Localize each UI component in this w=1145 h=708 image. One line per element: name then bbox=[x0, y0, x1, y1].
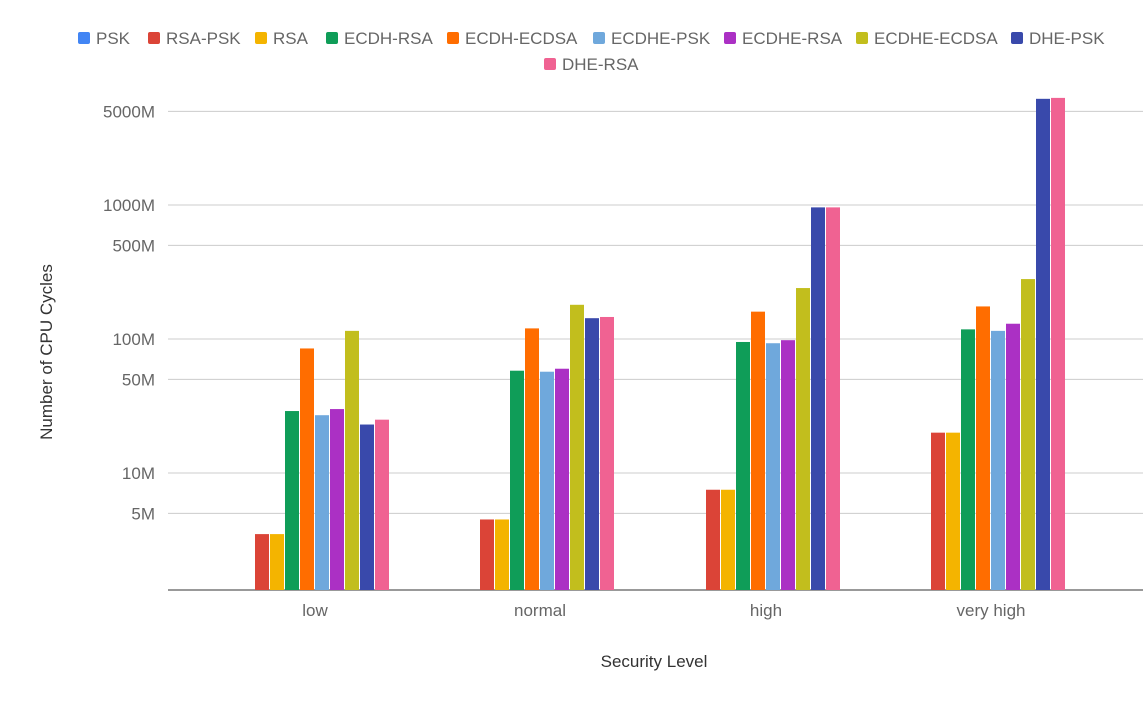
bar-dhe-psk-very-high bbox=[1036, 98, 1050, 590]
legend-label: PSK bbox=[96, 29, 131, 48]
y-tick-label: 50M bbox=[122, 370, 155, 389]
bar-dhe-rsa-low bbox=[375, 419, 389, 590]
bar-ecdh-ecdsa-normal bbox=[525, 328, 539, 590]
legend-swatch bbox=[1011, 32, 1023, 44]
bar-ecdhe-rsa-normal bbox=[555, 368, 569, 590]
bar-ecdhe-ecdsa-very-high bbox=[1021, 279, 1035, 590]
bar-ecdhe-rsa-very-high bbox=[1006, 323, 1020, 590]
y-tick-label: 500M bbox=[112, 236, 155, 255]
y-axis-title: Number of CPU Cycles bbox=[37, 264, 56, 440]
legend-swatch bbox=[78, 32, 90, 44]
legend-label: ECDHE-RSA bbox=[742, 29, 843, 48]
bar-ecdh-ecdsa-high bbox=[751, 311, 765, 590]
legend-swatch bbox=[447, 32, 459, 44]
legend-item-psk: PSK bbox=[78, 29, 131, 48]
legend-item-ecdhe-psk: ECDHE-PSK bbox=[593, 29, 711, 48]
bar-ecdhe-psk-very-high bbox=[991, 330, 1005, 590]
bar-ecdh-rsa-normal bbox=[510, 370, 524, 590]
bar-ecdh-rsa-low bbox=[285, 411, 299, 590]
x-tick-label: low bbox=[302, 601, 328, 620]
bar-ecdhe-ecdsa-normal bbox=[570, 304, 584, 590]
bar-rsa-psk-normal bbox=[480, 519, 494, 590]
y-tick-label: 5000M bbox=[103, 102, 155, 121]
bar-rsa-high bbox=[721, 489, 735, 590]
bar-rsa-psk-high bbox=[706, 489, 720, 590]
bar-ecdhe-rsa-low bbox=[330, 409, 344, 590]
legend-label: DHE-PSK bbox=[1029, 29, 1105, 48]
bar-ecdh-ecdsa-low bbox=[300, 348, 314, 590]
bar-rsa-very-high bbox=[946, 432, 960, 590]
bar-ecdhe-rsa-high bbox=[781, 340, 795, 590]
bar-rsa-low bbox=[270, 534, 284, 590]
legend-item-ecdh-rsa: ECDH-RSA bbox=[326, 29, 433, 48]
legend-swatch bbox=[544, 58, 556, 70]
bar-dhe-rsa-very-high bbox=[1051, 97, 1065, 590]
legend-swatch bbox=[326, 32, 338, 44]
legend-item-dhe-rsa: DHE-RSA bbox=[544, 55, 639, 74]
x-tick-label: very high bbox=[957, 601, 1026, 620]
bar-dhe-psk-normal bbox=[585, 318, 599, 590]
legend-swatch bbox=[724, 32, 736, 44]
y-tick-label: 1000M bbox=[103, 196, 155, 215]
legend-item-ecdh-ecdsa: ECDH-ECDSA bbox=[447, 29, 578, 48]
bar-dhe-psk-low bbox=[360, 424, 374, 590]
bar-rsa-normal bbox=[495, 519, 509, 590]
bar-dhe-psk-high bbox=[811, 207, 825, 590]
y-tick-label: 5M bbox=[131, 504, 155, 523]
legend-label: ECDHE-PSK bbox=[611, 29, 711, 48]
bar-ecdhe-ecdsa-low bbox=[345, 330, 359, 590]
legend-item-ecdhe-rsa: ECDHE-RSA bbox=[724, 29, 843, 48]
legend-label: RSA bbox=[273, 29, 309, 48]
x-axis-title: Security Level bbox=[601, 652, 708, 671]
legend-swatch bbox=[856, 32, 868, 44]
bar-ecdh-ecdsa-very-high bbox=[976, 306, 990, 590]
bar-ecdhe-ecdsa-high bbox=[796, 288, 810, 590]
legend-label: ECDHE-ECDSA bbox=[874, 29, 998, 48]
bar-dhe-rsa-high bbox=[826, 207, 840, 590]
y-tick-label: 10M bbox=[122, 464, 155, 483]
legend-item-ecdhe-ecdsa: ECDHE-ECDSA bbox=[856, 29, 998, 48]
bar-dhe-rsa-normal bbox=[600, 316, 614, 590]
legend-item-rsa-psk: RSA-PSK bbox=[148, 29, 241, 48]
legend-swatch bbox=[593, 32, 605, 44]
y-axis-ticks: 5M 10M 50M 100M 500M 1000M 5000M bbox=[103, 102, 155, 523]
legend-label: ECDH-ECDSA bbox=[465, 29, 578, 48]
bars bbox=[255, 97, 1065, 590]
bar-rsa-psk-low bbox=[255, 534, 269, 590]
x-tick-label: high bbox=[750, 601, 782, 620]
legend-label: ECDH-RSA bbox=[344, 29, 433, 48]
legend-item-dhe-psk: DHE-PSK bbox=[1011, 29, 1105, 48]
y-tick-label: 100M bbox=[112, 330, 155, 349]
legend-item-rsa: RSA bbox=[255, 29, 309, 48]
legend-swatch bbox=[148, 32, 160, 44]
legend-label: DHE-RSA bbox=[562, 55, 639, 74]
bar-ecdhe-psk-low bbox=[315, 415, 329, 590]
bar-ecdh-rsa-high bbox=[736, 341, 750, 590]
legend-label: RSA-PSK bbox=[166, 29, 241, 48]
x-axis-categories: low normal high very high bbox=[302, 601, 1025, 620]
legend: PSK RSA-PSK RSA ECDH-RSA ECDH-ECDSA ECDHE-PSK… bbox=[78, 29, 1105, 74]
x-tick-label: normal bbox=[514, 601, 566, 620]
legend-swatch bbox=[255, 32, 267, 44]
bar-ecdhe-psk-high bbox=[766, 343, 780, 590]
bar-ecdh-rsa-very-high bbox=[961, 329, 975, 590]
bar-ecdhe-psk-normal bbox=[540, 371, 554, 590]
bar-rsa-psk-very-high bbox=[931, 432, 945, 590]
